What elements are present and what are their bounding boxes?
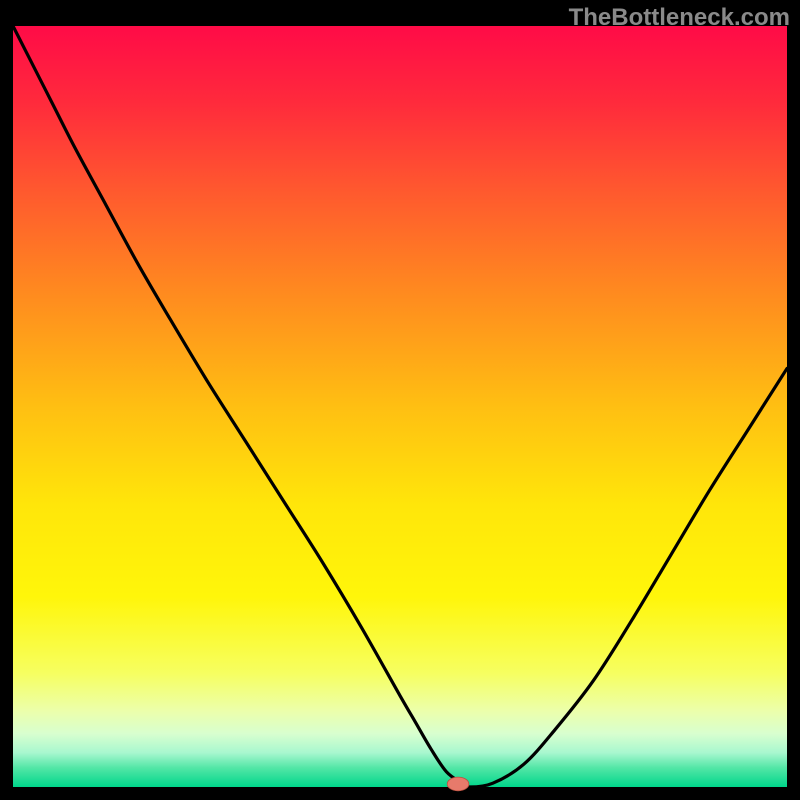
bottleneck-curve-chart bbox=[0, 0, 800, 800]
optimal-point-marker bbox=[447, 777, 469, 791]
gradient-background bbox=[13, 26, 787, 787]
